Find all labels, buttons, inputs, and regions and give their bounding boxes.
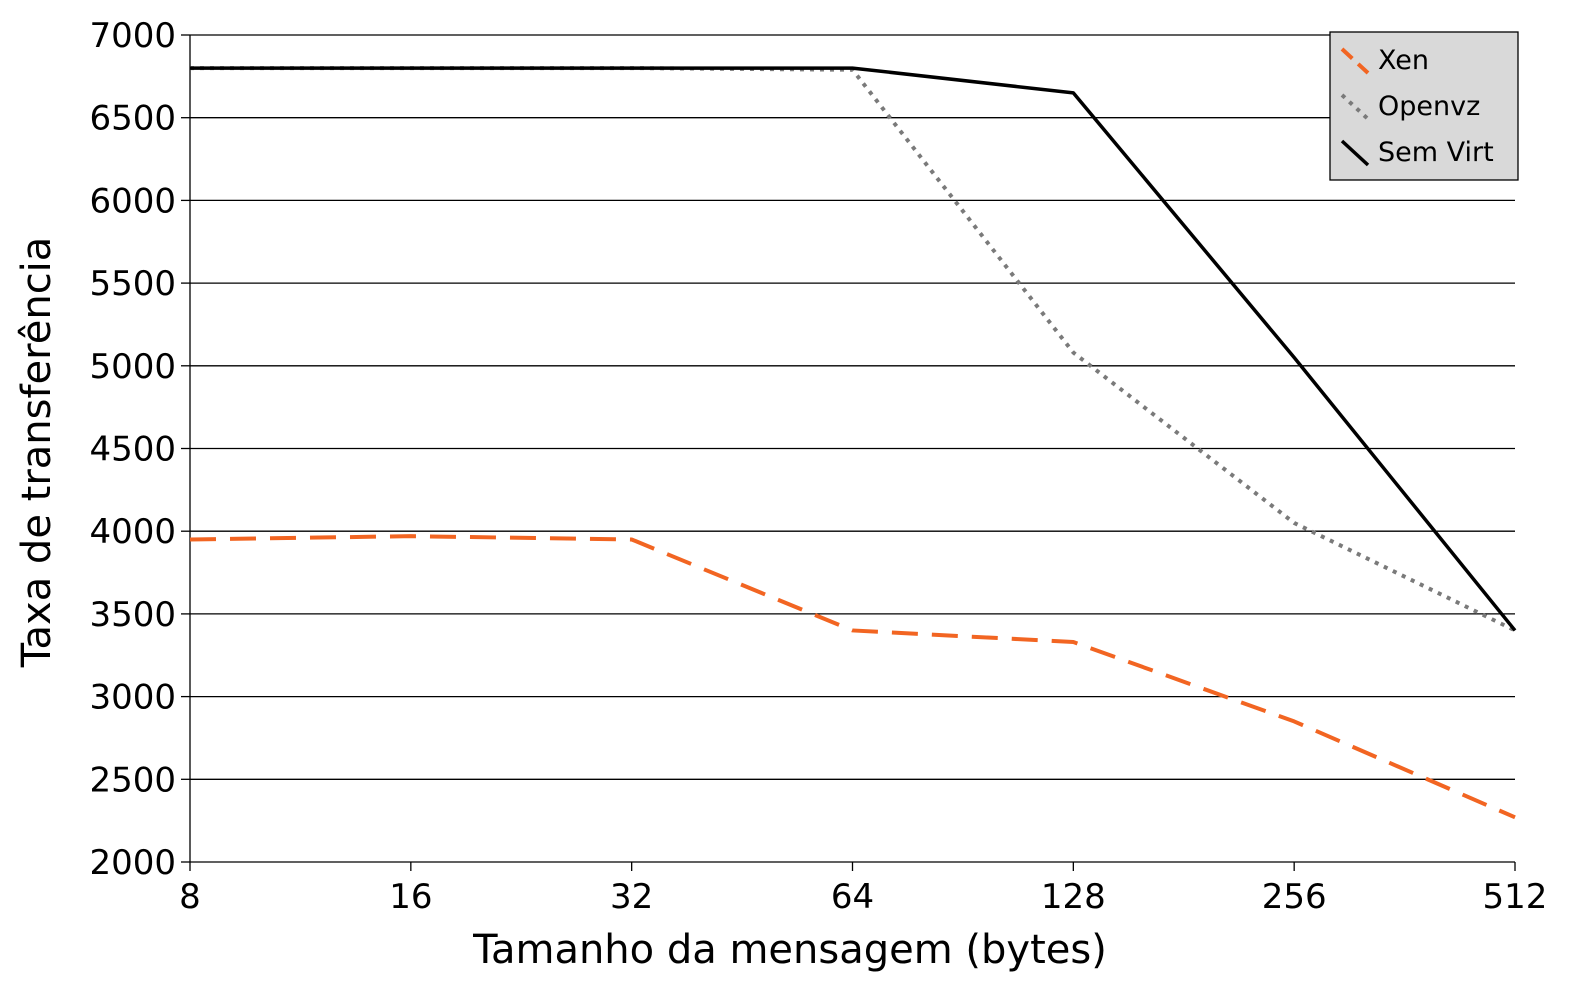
series-line-xen	[189, 534, 1516, 820]
y-tick-label: 4500	[89, 430, 176, 470]
legend-label: Openvz	[1378, 91, 1480, 122]
y-axis-title: Taxa de transferência	[14, 237, 60, 669]
y-tick-label: 7000	[89, 16, 176, 56]
y-tick-label: 4000	[89, 512, 176, 552]
x-tick-label: 512	[1483, 877, 1548, 917]
y-tick-label: 6000	[89, 181, 176, 221]
gridlines	[190, 34, 1515, 780]
x-tick-label: 16	[389, 877, 432, 917]
x-axis-title: Tamanho da mensagem (bytes)	[472, 927, 1107, 973]
x-tick-label: 32	[610, 877, 653, 917]
series-lines	[189, 66, 1517, 820]
y-tick-label: 6500	[89, 99, 176, 139]
legend-swatch	[1340, 47, 1370, 75]
axes	[181, 34, 1516, 871]
series-line-openvz	[190, 66, 1516, 633]
legend-swatch	[1340, 139, 1370, 167]
legend: Xen Openvz Sem Virt	[1329, 31, 1519, 181]
series-line-sem-virt	[190, 66, 1517, 632]
x-tick-label: 8	[179, 877, 201, 917]
x-tick-label: 128	[1041, 877, 1106, 917]
y-tick-label: 3500	[89, 595, 176, 635]
y-tick-label: 5500	[89, 264, 176, 304]
tick-labels: 2000 2500 3000 3500 4000 4500 5000 5500 6000 6500…	[89, 16, 1547, 917]
legend-label: Xen	[1378, 45, 1429, 76]
y-tick-label: 2500	[89, 760, 176, 800]
x-tick-label: 64	[831, 877, 874, 917]
legend-label: Sem Virt	[1378, 137, 1494, 168]
y-tick-label: 5000	[89, 347, 176, 387]
x-tick-label: 256	[1262, 877, 1327, 917]
legend-box	[1329, 31, 1519, 181]
y-tick-label: 3000	[89, 678, 176, 718]
y-tick-label: 2000	[89, 843, 176, 883]
